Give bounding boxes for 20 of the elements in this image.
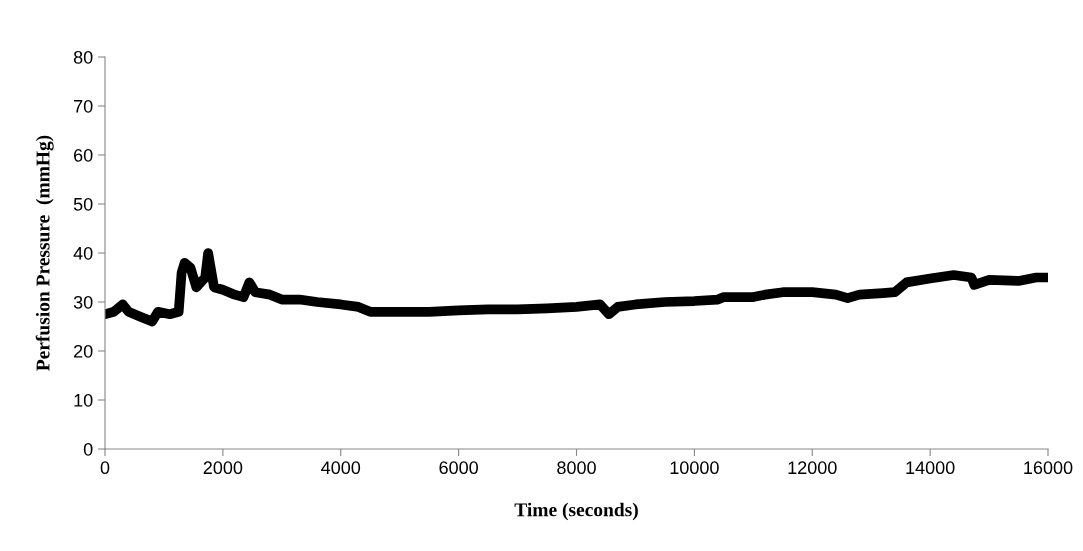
x-tick-label: 14000 (906, 461, 955, 475)
x-tick-label: 12000 (788, 461, 837, 475)
x-tick-label: 2000 (203, 461, 243, 475)
y-tick-label: 50 (73, 197, 93, 211)
x-tick-label: 6000 (439, 461, 478, 475)
x-tick-label: 0 (100, 461, 110, 475)
y-tick-label: 40 (73, 246, 93, 260)
x-tick-label: 4000 (321, 461, 361, 475)
y-tick-label: 80 (73, 50, 93, 64)
x-axis-title: Time (seconds) (514, 502, 638, 521)
y-tick-label: 60 (74, 148, 93, 162)
x-tick-label: 8000 (557, 461, 596, 475)
y-tick-label: 20 (74, 344, 93, 358)
x-tick-label: 10000 (670, 461, 719, 475)
y-axis-title: Perfusion Pressure (mmHg) (35, 135, 54, 371)
y-tick-label: 30 (73, 295, 93, 309)
x-tick-label: 16000 (1024, 461, 1073, 475)
y-tick-label: 70 (74, 99, 93, 113)
y-tick-label: 0 (83, 442, 93, 456)
y-tick-label: 10 (74, 393, 93, 407)
